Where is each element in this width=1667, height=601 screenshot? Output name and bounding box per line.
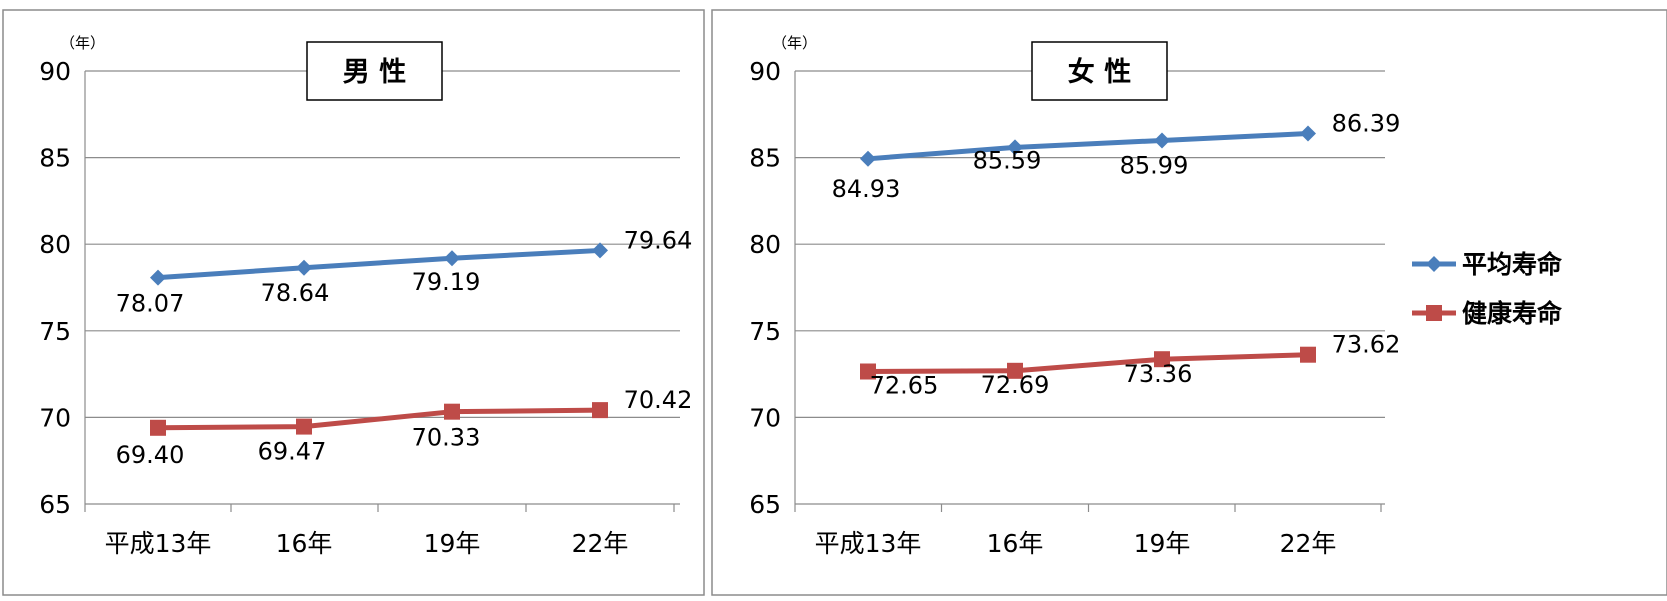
- data-point: [1007, 139, 1023, 156]
- data-point: [860, 150, 876, 167]
- chart-panel: 65 70 75 80 85 90 平成13年 16年 19年 22年 （年） 男 性 78.07 78.…: [2, 9, 705, 596]
- data-point: [296, 259, 312, 276]
- y-tick-label: 90: [749, 57, 781, 86]
- y-unit-label: （年）: [772, 34, 817, 52]
- x-tick-label: 19年: [1134, 529, 1191, 558]
- data-label: 85.59: [973, 146, 1042, 174]
- data-point: [1007, 362, 1023, 379]
- x-tick-label: 19年: [424, 529, 481, 558]
- chart-title-box: [1031, 41, 1168, 101]
- data-label: 78.64: [261, 279, 330, 307]
- data-label: 73.62: [1332, 331, 1401, 359]
- y-tick-label: 70: [749, 403, 781, 432]
- chart-title-box: [306, 41, 443, 101]
- y-tick-label: 65: [749, 490, 781, 519]
- data-point: [1300, 125, 1316, 142]
- y-tick-label: 65: [39, 490, 71, 519]
- y-tick-label: 90: [39, 57, 71, 86]
- data-point: [444, 250, 460, 267]
- data-point: [592, 402, 608, 419]
- data-point: [592, 242, 608, 259]
- series-line: [157, 407, 601, 431]
- data-point: [1154, 132, 1170, 149]
- data-point: [860, 363, 876, 380]
- chart-frame: [2, 9, 705, 596]
- y-tick-label: 80: [749, 230, 781, 259]
- y-tick-label: 75: [39, 317, 71, 346]
- x-tick-label: 16年: [987, 529, 1044, 558]
- y-tick-label: 85: [749, 144, 781, 173]
- y-tick-label: 80: [39, 230, 71, 259]
- data-label: 69.40: [116, 441, 185, 469]
- data-point: [1154, 351, 1170, 368]
- x-tick-label: 22年: [572, 529, 629, 558]
- x-tick-label: 平成13年: [105, 529, 212, 558]
- data-label: 79.19: [412, 268, 481, 296]
- chart-panel: 65 70 75 80 85 90 平成13年 16年 19年 22年 （年） 女 性 84.93 85.…: [711, 9, 1667, 596]
- data-label: 70.33: [412, 424, 481, 452]
- x-tick-label: 平成13年: [815, 529, 922, 558]
- series-line: [867, 131, 1309, 162]
- data-label: 84.93: [832, 175, 901, 203]
- data-label: 85.99: [1120, 151, 1189, 179]
- y-tick-label: 85: [39, 144, 71, 173]
- data-point: [444, 403, 460, 420]
- y-tick-label: 75: [749, 317, 781, 346]
- legend-label: 健康寿命: [1462, 299, 1563, 328]
- legend-marker: [1426, 256, 1442, 272]
- series-line: [157, 247, 601, 281]
- legend-marker: [1426, 305, 1442, 321]
- data-label: 78.07: [116, 290, 185, 318]
- data-label: 73.36: [1124, 360, 1193, 388]
- x-tick-label: 22年: [1280, 529, 1337, 558]
- legend-label: 平均寿命: [1462, 250, 1563, 279]
- data-label: 86.39: [1332, 110, 1401, 138]
- data-label: 79.64: [624, 226, 693, 254]
- data-point: [296, 418, 312, 435]
- chart-title: 女 性: [1068, 56, 1131, 88]
- chart-frame: [711, 9, 1667, 596]
- data-label: 69.47: [258, 438, 327, 466]
- chart-title: 男 性: [343, 57, 406, 88]
- x-tick-label: 16年: [276, 529, 333, 558]
- data-label: 72.65: [870, 372, 939, 400]
- y-tick-label: 70: [39, 403, 71, 432]
- data-label: 70.42: [624, 386, 693, 414]
- data-label: 72.69: [981, 371, 1050, 399]
- data-point: [150, 419, 166, 436]
- y-unit-label: （年）: [60, 34, 105, 52]
- data-point: [1300, 346, 1316, 363]
- data-point: [150, 269, 166, 286]
- series-line: [867, 352, 1309, 375]
